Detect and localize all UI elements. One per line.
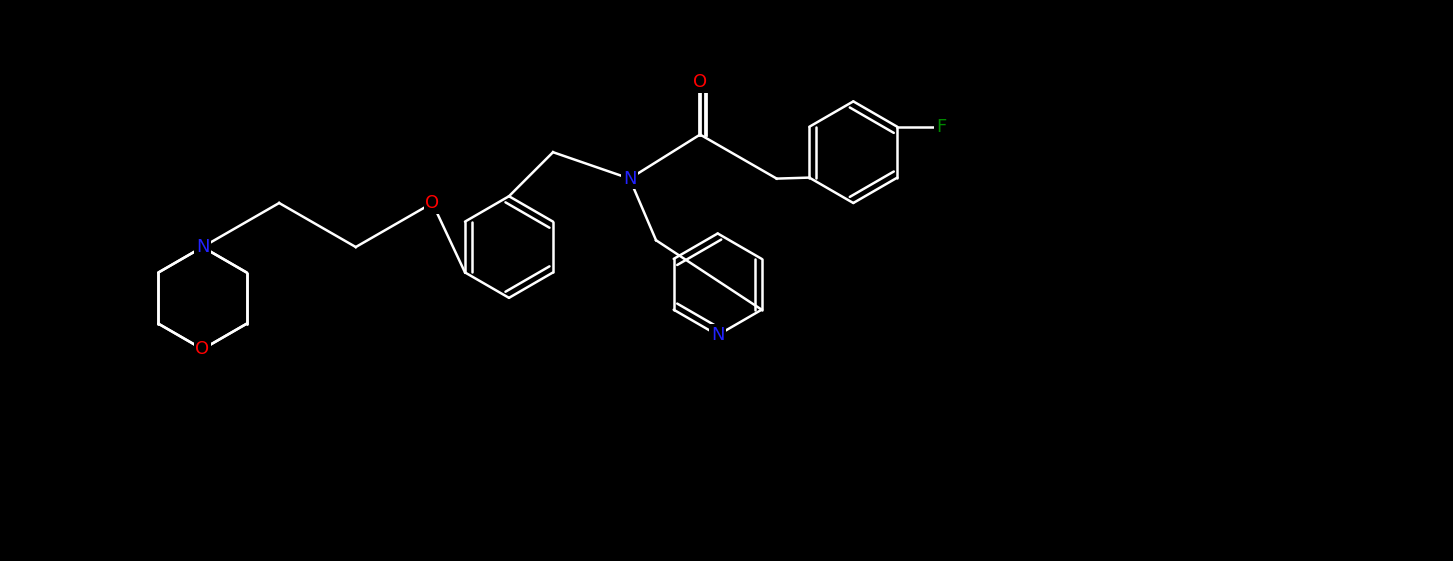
Text: N: N: [196, 238, 209, 256]
Text: O: O: [426, 194, 439, 212]
Text: O: O: [693, 73, 708, 91]
Text: N: N: [711, 326, 725, 344]
Text: O: O: [196, 340, 209, 358]
Text: N: N: [623, 169, 636, 187]
Text: F: F: [936, 118, 946, 136]
